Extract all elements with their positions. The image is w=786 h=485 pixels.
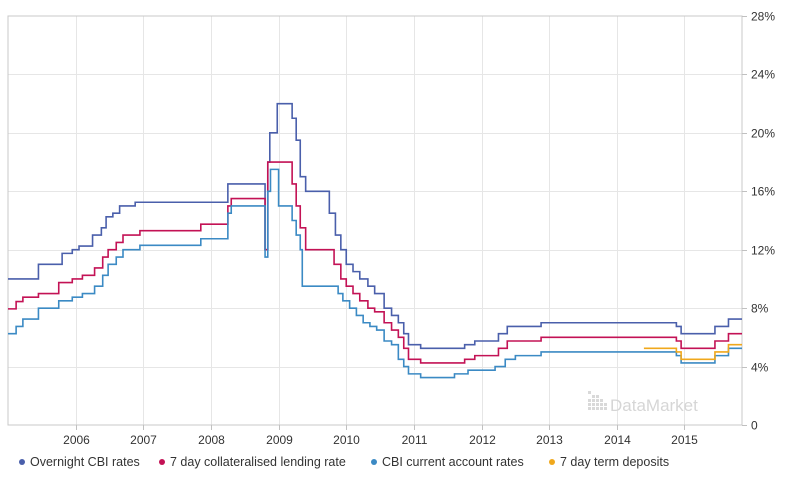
y-tick-label: 28% [751,10,775,24]
y-tick-label: 24% [751,68,775,82]
legend-label: 7 day collateralised lending rate [170,455,346,469]
x-tick-label: 2014 [604,433,631,447]
x-tick-label: 2011 [402,433,428,447]
y-tick-label: 20% [751,127,775,141]
legend-marker [549,459,555,465]
series-lines [8,102,742,379]
legend-label: Overnight CBI rates [30,455,140,469]
legend: Overnight CBI rates 7 day collateralised … [19,455,669,469]
axes: 0 4% 8% 12% 16% 20% 24% 28% 2006 2007 2008 2009 2010… [63,10,775,448]
grid-lines [8,16,742,425]
series-line-2 [8,161,742,364]
watermark-text: DataMarket [610,396,698,415]
y-tick-label: 12% [751,244,775,258]
series-line-4 [643,343,742,361]
x-tick-label: 2013 [536,433,563,447]
watermark: DataMarket [588,391,698,415]
y-tick-label: 4% [751,361,769,375]
series-line-3 [8,168,742,379]
legend-label: 7 day term deposits [560,455,669,469]
x-tick-label: 2007 [130,433,157,447]
legend-label: CBI current account rates [382,455,524,469]
x-tick-label: 2012 [469,433,496,447]
x-tick-label: 2008 [198,433,225,447]
series-line-1 [8,102,742,350]
legend-item[interactable]: 7 day term deposits [549,455,669,469]
legend-item[interactable]: 7 day collateralised lending rate [159,455,346,469]
datamarket-logo-icon [588,391,607,410]
legend-marker [371,459,377,465]
legend-item[interactable]: CBI current account rates [371,455,524,469]
y-tick-label: 16% [751,185,775,199]
legend-marker [159,459,165,465]
legend-marker [19,459,25,465]
x-tick-label: 2006 [63,433,90,447]
plot-frame [7,15,743,426]
x-tick-label: 2009 [266,433,293,447]
y-tick-label: 8% [751,302,769,316]
y-tick-label: 0 [751,419,758,433]
legend-item[interactable]: Overnight CBI rates [19,455,140,469]
x-tick-label: 2010 [333,433,360,447]
x-tick-label: 2015 [671,433,698,447]
